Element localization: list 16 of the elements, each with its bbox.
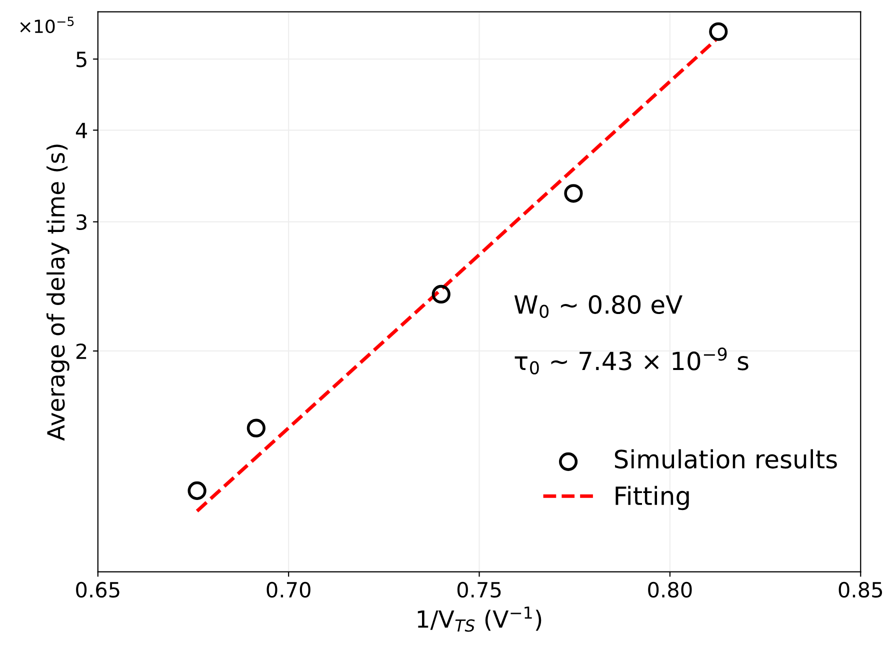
x-tick-label: 0.85 <box>838 582 882 598</box>
y-tick-label: 4 <box>76 122 88 138</box>
legend-label: Simulation results <box>614 449 837 469</box>
x-axis-title: 1/V$_{TS}$ (V$^{−1}$) <box>418 606 542 632</box>
y-tick-label: 3 <box>76 214 87 230</box>
y-tick-label: 2 <box>76 343 86 359</box>
x-tick-label: 0.65 <box>76 582 120 598</box>
x-tick-label: 0.80 <box>648 582 692 598</box>
text: ×10$^{−5}$ <box>20 16 74 34</box>
y-axis-title: Average of delay time (s) <box>46 144 70 441</box>
annotation: W$_{0}$ ~ 0.80 eV <box>514 295 682 318</box>
x-tick-label: 0.70 <box>266 582 310 598</box>
x-tick-label: 0.75 <box>457 582 501 598</box>
legend-label: Fitting <box>616 486 689 510</box>
annotation: τ$_{0}$ ~ 7.43 × 10$^{−9}$ s <box>514 347 748 374</box>
y-tick-label: 5 <box>76 52 86 68</box>
